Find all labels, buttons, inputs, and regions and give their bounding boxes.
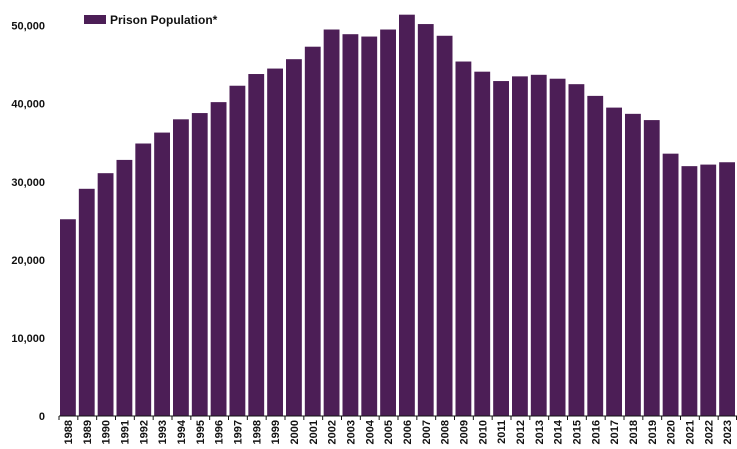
x-tick-label-1997: 1997 bbox=[232, 420, 244, 444]
x-tick-label-2009: 2009 bbox=[458, 420, 470, 444]
x-tick-label-1991: 1991 bbox=[119, 420, 131, 444]
y-tick-label: 50,000 bbox=[11, 21, 45, 33]
bar-2014 bbox=[549, 78, 566, 417]
y-tick-label: 20,000 bbox=[11, 255, 45, 267]
bar-2001 bbox=[304, 46, 321, 416]
bar-2022 bbox=[700, 164, 717, 416]
bar-1998 bbox=[248, 74, 265, 417]
bar-2002 bbox=[323, 29, 340, 417]
x-tick-label-2005: 2005 bbox=[383, 420, 395, 444]
bar-2006 bbox=[399, 14, 415, 417]
y-tick-label: 40,000 bbox=[11, 99, 45, 111]
x-tick-label-2014: 2014 bbox=[553, 419, 565, 444]
bar-2004 bbox=[361, 36, 378, 417]
x-tick-label-2011: 2011 bbox=[496, 420, 508, 444]
x-tick-label-2017: 2017 bbox=[609, 420, 621, 444]
x-tick-label-2006: 2006 bbox=[402, 420, 414, 444]
bar-2016 bbox=[587, 95, 604, 416]
bar-1999 bbox=[267, 68, 283, 416]
x-tick-label-2001: 2001 bbox=[308, 420, 320, 444]
x-tick-label-2002: 2002 bbox=[327, 420, 339, 444]
x-tick-label-1990: 1990 bbox=[101, 420, 113, 444]
x-tick-label-1993: 1993 bbox=[157, 420, 169, 444]
bars bbox=[60, 14, 735, 417]
bar-1989 bbox=[78, 188, 95, 416]
x-tick-label-2010: 2010 bbox=[477, 420, 489, 444]
x-tick-label-1998: 1998 bbox=[251, 420, 263, 444]
x-tick-label-2018: 2018 bbox=[628, 420, 640, 444]
x-tick-label-1999: 1999 bbox=[270, 420, 282, 444]
legend-label: Prison Population* bbox=[110, 13, 218, 27]
y-tick-label: 10,000 bbox=[11, 333, 45, 345]
x-tick-label-2007: 2007 bbox=[421, 420, 433, 444]
x-tick-label-2020: 2020 bbox=[666, 420, 678, 444]
bar-2019 bbox=[643, 120, 660, 416]
x-tick-label-2008: 2008 bbox=[440, 420, 452, 444]
x-tick-label-2013: 2013 bbox=[534, 420, 546, 444]
bar-1994 bbox=[173, 119, 189, 416]
bar-2009 bbox=[455, 61, 472, 416]
bar-2007 bbox=[417, 24, 434, 417]
x-tick-label-1995: 1995 bbox=[195, 420, 207, 444]
x-tick-label-2000: 2000 bbox=[289, 420, 301, 444]
bar-2011 bbox=[493, 81, 509, 417]
x-tick-label-2015: 2015 bbox=[571, 420, 583, 444]
bar-2012 bbox=[512, 76, 528, 417]
x-tick-label-2022: 2022 bbox=[703, 420, 715, 444]
bar-1991 bbox=[116, 159, 133, 416]
bar-2010 bbox=[474, 71, 491, 417]
bar-2017 bbox=[606, 107, 622, 416]
x-tick-label-2023: 2023 bbox=[722, 420, 734, 444]
bar-2020 bbox=[662, 153, 679, 416]
bar-2013 bbox=[530, 74, 547, 417]
legend: Prison Population* bbox=[84, 13, 218, 27]
bar-2021 bbox=[681, 166, 698, 416]
bar-1993 bbox=[154, 132, 170, 416]
bar-2023 bbox=[719, 162, 735, 416]
x-tick-label-2021: 2021 bbox=[684, 420, 696, 444]
bar-1995 bbox=[191, 113, 208, 416]
y-tick-label: 0 bbox=[39, 411, 45, 423]
bar-2005 bbox=[380, 29, 396, 417]
bar-2008 bbox=[436, 35, 453, 417]
x-tick-label-1994: 1994 bbox=[176, 419, 188, 444]
x-tick-label-2019: 2019 bbox=[647, 420, 659, 444]
bar-2000 bbox=[286, 59, 302, 416]
bar-1990 bbox=[97, 173, 114, 416]
x-tick-label-2016: 2016 bbox=[590, 420, 602, 444]
bar-1997 bbox=[229, 85, 246, 416]
bar-1992 bbox=[135, 143, 152, 416]
x-tick-label-2012: 2012 bbox=[515, 420, 527, 444]
x-tick-label-2004: 2004 bbox=[364, 419, 376, 444]
x-tick-label-1996: 1996 bbox=[214, 420, 226, 444]
bar-2003 bbox=[342, 34, 359, 416]
x-tick-label-1988: 1988 bbox=[63, 420, 75, 444]
x-tick-label-1992: 1992 bbox=[138, 420, 150, 444]
x-axis-ticks: 1988 1989 1990 1991 1992 1993 1994 1995 1996 1997… bbox=[58, 416, 737, 444]
x-tick-label-2003: 2003 bbox=[345, 420, 357, 444]
bar-2018 bbox=[625, 113, 641, 416]
bar-1996 bbox=[210, 102, 227, 416]
y-axis-ticks: 0 10,000 20,000 30,000 40,000 50,000 bbox=[11, 21, 45, 423]
bar-1988 bbox=[60, 219, 76, 416]
legend-swatch bbox=[84, 15, 106, 24]
bar-2015 bbox=[568, 84, 585, 417]
x-tick-label-1989: 1989 bbox=[82, 420, 94, 444]
y-tick-label: 30,000 bbox=[11, 177, 45, 189]
